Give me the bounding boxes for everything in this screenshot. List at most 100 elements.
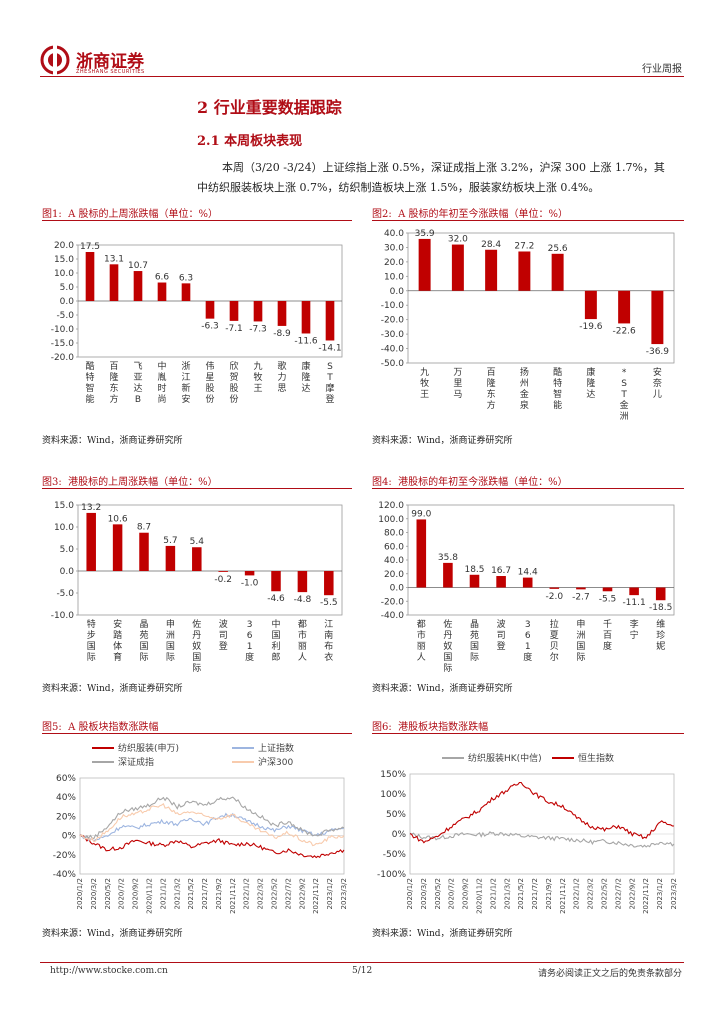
- bar: [244, 571, 255, 576]
- data-label: -5.5: [599, 594, 617, 604]
- y-tick-label: 10.0: [384, 272, 404, 282]
- x-tick-label: 2020/11/2: [475, 878, 483, 914]
- data-label: -7.3: [249, 324, 267, 334]
- y-tick-label: -15.0: [51, 339, 75, 349]
- x-tick-label: 2023/1/2: [326, 878, 334, 909]
- category-label: 九牧王: [253, 361, 262, 394]
- y-tick-label: 120.0: [378, 501, 404, 511]
- x-tick-label: 2023/1/2: [656, 878, 664, 909]
- series-line: [79, 796, 345, 840]
- y-tick-label: 0.0: [60, 297, 75, 307]
- category-label: 九牧王: [420, 367, 429, 400]
- category-label: 浙江新安: [181, 360, 190, 405]
- plot-frame: [409, 773, 675, 875]
- y-tick-label: 15.0: [54, 255, 74, 265]
- x-tick-label: 2020/11/2: [145, 878, 153, 914]
- bar: [133, 271, 143, 301]
- category-label: 伟星股份: [205, 360, 214, 405]
- bar: [418, 238, 431, 291]
- series-line: [79, 802, 345, 847]
- x-tick-label: 2022/3/2: [587, 878, 595, 909]
- y-tick-label: 80.0: [384, 529, 404, 539]
- data-label: 18.5: [464, 565, 484, 575]
- x-tick-label: 2020/7/2: [448, 878, 456, 909]
- data-label: 13.1: [104, 254, 124, 264]
- category-label: 佐丹奴国际: [192, 618, 201, 674]
- bar: [576, 587, 586, 590]
- footer-rule: [40, 962, 684, 963]
- series-line: [79, 812, 345, 842]
- data-label: 6.6: [155, 273, 170, 283]
- category-label: 欣贺股份: [229, 360, 238, 405]
- y-tick-label: 20.0: [384, 570, 404, 580]
- bar: [112, 524, 123, 571]
- y-tick-label: 0%: [392, 830, 407, 840]
- y-tick-label: 10.0: [54, 523, 74, 533]
- data-label: -18.5: [649, 603, 672, 613]
- y-tick-label: -10.0: [51, 325, 75, 335]
- category-label: 波司登: [497, 618, 506, 652]
- y-tick-label: 15.0: [54, 501, 74, 511]
- footer-url[interactable]: http://www.stocke.com.cn: [50, 966, 168, 976]
- category-label: 歌力思: [277, 360, 286, 394]
- data-label: -4.6: [267, 594, 285, 604]
- bar: [165, 545, 176, 571]
- bar: [86, 512, 96, 571]
- plot-frame: [79, 777, 345, 875]
- figure-1: 图1: A 股标的上周涨跌幅（单位：%） 20.0 15.0 10.0 5.0 0.0 -…: [42, 205, 352, 446]
- bar: [324, 571, 334, 596]
- figure-6-chart: 150% 100% 50% 0% -50% -100%2020/1/2 2020/3/2 20…: [377, 752, 678, 914]
- figure-2: 图2: A 股标的年初至今涨跌幅（单位：%） 40.0 30.0 20.0 10.0 0…: [372, 205, 684, 446]
- bar: [181, 283, 191, 301]
- data-label: 13.2: [81, 503, 101, 513]
- x-tick-label: 2022/7/2: [284, 878, 292, 909]
- y-tick-label: -50.0: [381, 359, 405, 369]
- data-label: 10.6: [108, 514, 128, 524]
- figure-5-title: 图5: A 股板块指数涨跌幅: [42, 722, 159, 733]
- category-label: 万里马: [453, 368, 462, 400]
- y-tick-label: 40.0: [384, 229, 404, 239]
- y-tick-label: 5.0: [60, 283, 75, 293]
- category-label: 申洲国际: [166, 618, 175, 663]
- y-tick-label: -5.0: [56, 311, 74, 321]
- category-label: 酷特智能: [85, 360, 94, 405]
- footer-disclaimer: 请务必阅读正文之后的免责条款部分: [537, 969, 682, 979]
- paragraph-line-1: 本周（3/20 -3/24）上证综指上涨 0.5%，深证成指上涨 3.2%，沪深…: [222, 161, 665, 174]
- series-line: [409, 831, 675, 848]
- y-tick-label: 0%: [62, 832, 77, 842]
- y-tick-label: 150%: [380, 770, 406, 780]
- data-label: 6.3: [179, 273, 193, 283]
- x-tick-label: 2022/9/2: [298, 878, 306, 909]
- category-label: 都市丽人: [298, 619, 307, 663]
- data-label: -2.0: [546, 592, 564, 602]
- x-tick-label: 2020/5/2: [104, 878, 112, 909]
- bar: [551, 253, 564, 291]
- data-label: 35.9: [415, 229, 435, 239]
- y-tick-label: 60.0: [384, 542, 404, 552]
- y-tick-label: 30.0: [384, 243, 404, 253]
- x-tick-label: 2020/9/2: [132, 878, 140, 909]
- figure-2-source: 资料来源：Wind，浙商证券研究所: [372, 436, 513, 446]
- figure-6-title: 图6: 港股板块指数涨跌幅: [372, 722, 489, 733]
- x-tick-label: 2022/5/2: [271, 878, 279, 909]
- bar: [518, 251, 531, 291]
- bar: [109, 264, 119, 301]
- bar: [451, 244, 464, 291]
- footer-page-number: 5/12: [352, 966, 373, 976]
- legend-label: 恒生指数: [578, 752, 614, 764]
- data-label: 25.6: [548, 244, 568, 254]
- bar: [655, 587, 666, 601]
- category-label: 百隆东方: [109, 361, 118, 405]
- y-tick-label: 40%: [56, 793, 76, 803]
- bar: [618, 290, 631, 324]
- bar: [85, 252, 95, 301]
- category-label: * S T 金洲: [620, 368, 629, 422]
- legend-label: 上证指数: [258, 742, 294, 754]
- category-label: 波司登: [219, 618, 228, 652]
- category-label: 康隆达: [301, 360, 310, 394]
- section-title: 2 行业重要数据跟踪: [197, 98, 342, 117]
- x-tick-label: 2023/3/2: [340, 878, 348, 909]
- category-label: 江南布衣: [324, 619, 333, 663]
- y-tick-label: -100%: [377, 870, 406, 880]
